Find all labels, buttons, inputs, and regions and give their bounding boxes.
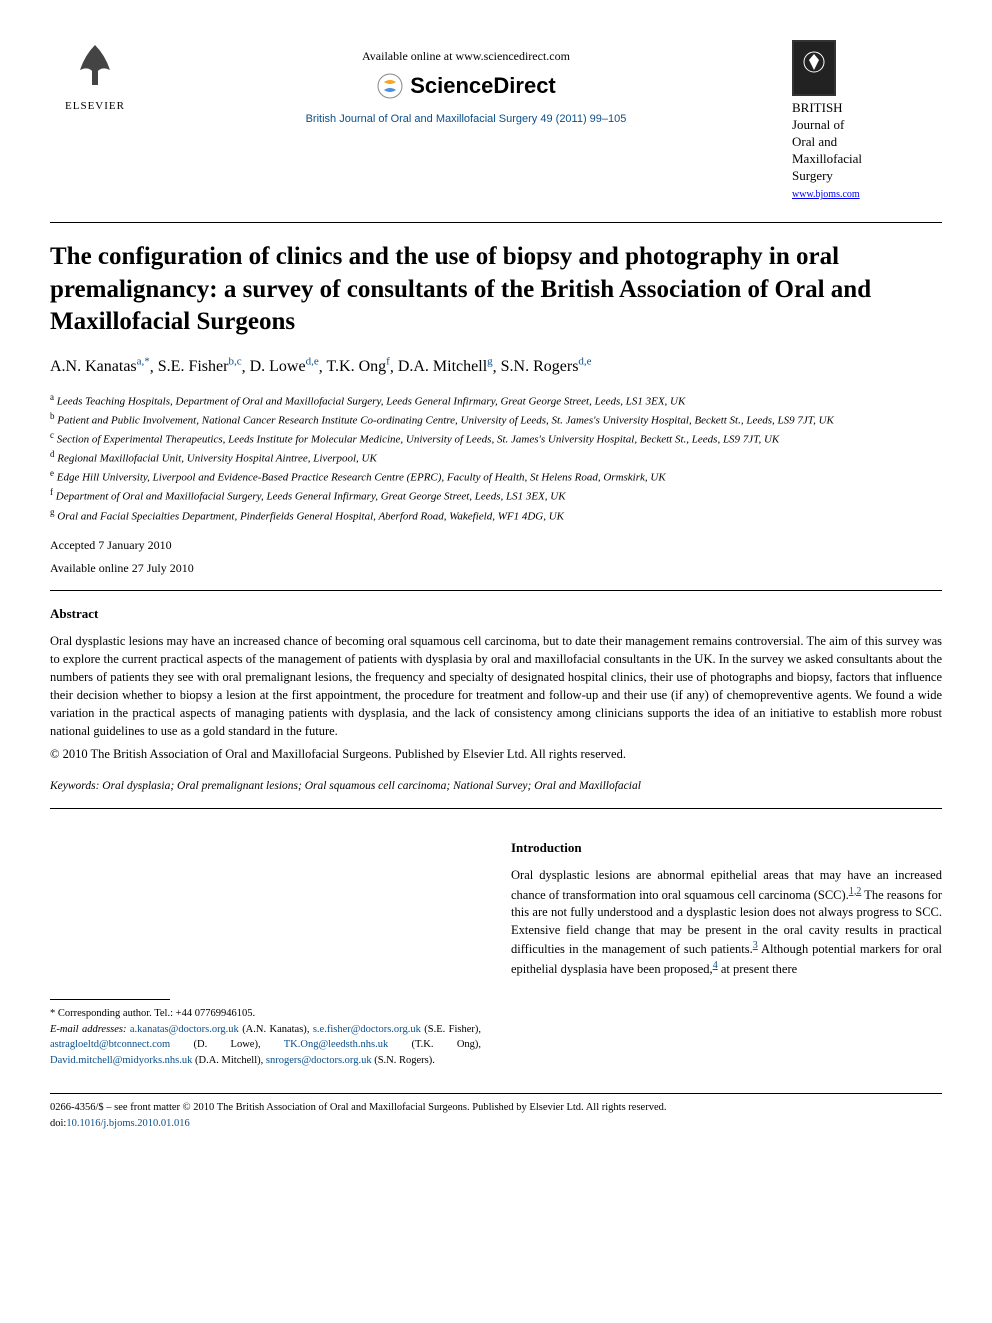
left-column: * Corresponding author. Tel.: +44 077699… — [50, 839, 481, 1069]
body-columns: * Corresponding author. Tel.: +44 077699… — [50, 839, 942, 1069]
email-link[interactable]: TK.Ong@leedsth.nhs.uk — [284, 1039, 388, 1050]
available-online-date: Available online 27 July 2010 — [50, 560, 942, 577]
footer-issn: 0266-4356/$ – see front matter © 2010 Th… — [50, 1100, 942, 1116]
affiliation: f Department of Oral and Maxillofacial S… — [50, 486, 942, 505]
sciencedirect-text: ScienceDirect — [410, 71, 556, 102]
elsevier-tree-icon — [65, 40, 125, 97]
page-header: ELSEVIER Available online at www.science… — [50, 40, 942, 202]
divider — [50, 590, 942, 591]
right-column: Introduction Oral dysplastic lesions are… — [511, 839, 942, 1069]
affiliation: e Edge Hill University, Liverpool and Ev… — [50, 467, 942, 486]
divider — [50, 222, 942, 223]
publisher-name: ELSEVIER — [65, 99, 125, 114]
citation-link[interactable]: 1,2 — [849, 886, 862, 897]
footer-doi: doi:10.1016/j.bjoms.2010.01.016 — [50, 1116, 942, 1132]
email-link[interactable]: David.mitchell@midyorks.nhs.uk — [50, 1055, 192, 1066]
keywords-label: Keywords: — [50, 780, 99, 792]
introduction-heading: Introduction — [511, 839, 942, 857]
sciencedirect-icon — [376, 72, 404, 100]
email-link[interactable]: astragloeltd@btconnect.com — [50, 1039, 170, 1050]
email-link[interactable]: a.kanatas@doctors.org.uk — [130, 1024, 239, 1035]
corresponding-tel: * Corresponding author. Tel.: +44 077699… — [50, 1006, 481, 1022]
journal-reference: British Journal of Oral and Maxillofacia… — [140, 112, 792, 127]
author-affiliation-link[interactable]: b,c — [228, 356, 241, 368]
journal-url: www.bjoms.com — [792, 188, 942, 202]
author: D.A. Mitchellg — [398, 358, 493, 375]
affiliation: a Leeds Teaching Hospitals, Department o… — [50, 391, 942, 410]
abstract-heading: Abstract — [50, 605, 942, 623]
header-center: Available online at www.sciencedirect.co… — [140, 40, 792, 127]
divider — [50, 808, 942, 809]
email-link[interactable]: s.e.fisher@doctors.org.uk — [313, 1024, 421, 1035]
author-affiliation-link[interactable]: d,e — [306, 356, 319, 368]
author: S.E. Fisherb,c — [158, 358, 242, 375]
journal-title: BRITISH Journal of Oral and Maxillofacia… — [792, 100, 942, 184]
affiliation: g Oral and Facial Specialties Department… — [50, 506, 942, 525]
journal-title-line: Oral and — [792, 134, 942, 151]
author: S.N. Rogersd,e — [501, 358, 592, 375]
authors-list: A.N. Kanatasa,*, S.E. Fisherb,c, D. Lowe… — [50, 355, 942, 379]
abstract-text: Oral dysplastic lesions may have an incr… — [50, 632, 942, 741]
corresponding-emails: E-mail addresses: a.kanatas@doctors.org.… — [50, 1022, 481, 1069]
doi-link[interactable]: 10.1016/j.bjoms.2010.01.016 — [66, 1118, 189, 1129]
author-affiliation-link[interactable]: d,e — [578, 356, 591, 368]
author: A.N. Kanatasa,* — [50, 358, 150, 375]
email-addresses-label: E-mail addresses: — [50, 1024, 126, 1035]
publisher-logo: ELSEVIER — [50, 40, 140, 114]
accepted-date: Accepted 7 January 2010 — [50, 537, 942, 554]
journal-url-link[interactable]: www.bjoms.com — [792, 189, 860, 200]
journal-title-line: BRITISH — [792, 100, 942, 117]
author-affiliation-link[interactable]: a,* — [137, 356, 150, 368]
introduction-paragraph: Oral dysplastic lesions are abnormal epi… — [511, 867, 942, 978]
author: D. Lowed,e — [250, 358, 319, 375]
copyright-text: © 2010 The British Association of Oral a… — [50, 746, 942, 764]
keywords-text: Oral dysplasia; Oral premalignant lesion… — [102, 780, 641, 792]
affiliation: b Patient and Public Involvement, Nation… — [50, 410, 942, 429]
journal-title-line: Maxillofacial — [792, 151, 942, 168]
corresponding-author-block: * Corresponding author. Tel.: +44 077699… — [50, 1006, 481, 1069]
journal-title-line: Journal of — [792, 117, 942, 134]
author-affiliation-link[interactable]: g — [487, 356, 493, 368]
affiliations-list: a Leeds Teaching Hospitals, Department o… — [50, 391, 942, 525]
email-link[interactable]: snrogers@doctors.org.uk — [266, 1055, 372, 1066]
footnote-rule — [50, 999, 170, 1000]
affiliation: c Section of Experimental Therapeutics, … — [50, 429, 942, 448]
footer-block: 0266-4356/$ – see front matter © 2010 Th… — [50, 1100, 942, 1132]
affiliation: d Regional Maxillofacial Unit, Universit… — [50, 448, 942, 467]
journal-reference-link[interactable]: British Journal of Oral and Maxillofacia… — [306, 113, 627, 125]
keywords-line: Keywords: Oral dysplasia; Oral premalign… — [50, 778, 942, 794]
article-title: The configuration of clinics and the use… — [50, 241, 942, 339]
sciencedirect-logo: ScienceDirect — [140, 71, 792, 102]
journal-emblem-icon — [792, 40, 836, 96]
available-online-text: Available online at www.sciencedirect.co… — [140, 48, 792, 65]
journal-title-line: Surgery — [792, 168, 942, 185]
author-affiliation-link[interactable]: f — [386, 356, 390, 368]
footer-divider — [50, 1093, 942, 1094]
author: T.K. Ongf — [326, 358, 389, 375]
journal-branding-box: BRITISH Journal of Oral and Maxillofacia… — [792, 40, 942, 202]
